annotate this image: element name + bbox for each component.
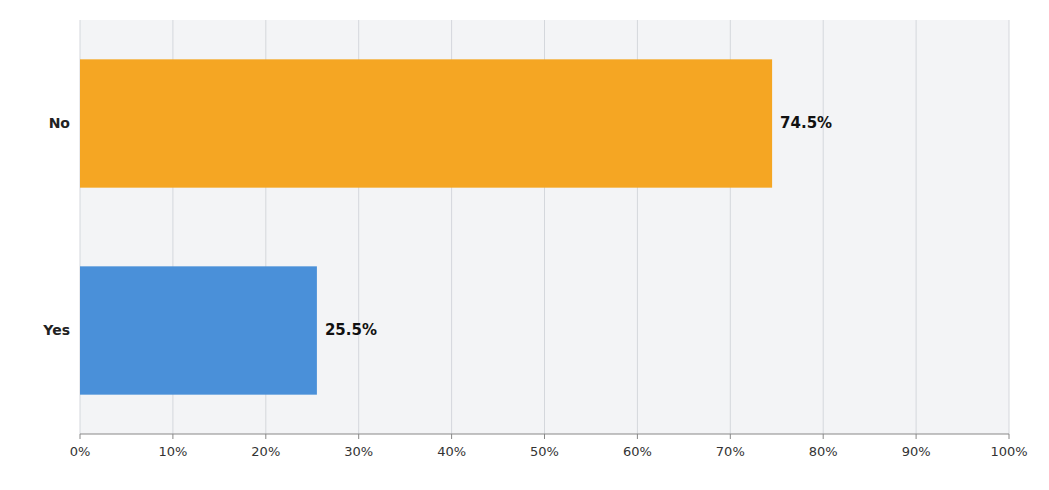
x-tick bbox=[544, 434, 545, 439]
x-tick bbox=[80, 434, 81, 439]
x-axis-line bbox=[80, 434, 1009, 435]
x-tick bbox=[823, 434, 824, 439]
data-label: 74.5% bbox=[780, 114, 832, 132]
x-tick-label: 10% bbox=[158, 444, 187, 459]
x-tick bbox=[730, 434, 731, 439]
data-label: 25.5% bbox=[325, 321, 377, 339]
x-tick-label: 0% bbox=[70, 444, 91, 459]
x-tick bbox=[1009, 434, 1010, 439]
x-tick-label: 40% bbox=[437, 444, 466, 459]
y-axis: Yes No bbox=[42, 115, 70, 338]
grid-line bbox=[916, 20, 917, 434]
x-tick-label: 90% bbox=[902, 444, 931, 459]
chart-container: 0% 10% 20% 30% 40% 50% 60% 70% 80% 90% 100% 25.5% 74… bbox=[0, 0, 1049, 490]
chart-svg: 0% 10% 20% 30% 40% 50% 60% 70% 80% 90% 100% 25.5% 74… bbox=[0, 0, 1049, 490]
bars bbox=[80, 59, 772, 394]
x-tick bbox=[637, 434, 638, 439]
grid-line bbox=[823, 20, 824, 434]
data-labels: 25.5% 74.5% bbox=[325, 114, 832, 339]
x-tick bbox=[358, 434, 359, 439]
x-tick-label: 30% bbox=[344, 444, 373, 459]
bar bbox=[80, 266, 317, 394]
x-tick-label: 70% bbox=[716, 444, 745, 459]
category-label: Yes bbox=[42, 322, 70, 338]
x-axis: 0% 10% 20% 30% 40% 50% 60% 70% 80% 90% 100% bbox=[70, 434, 1028, 459]
x-tick-label: 80% bbox=[809, 444, 838, 459]
x-tick-label: 50% bbox=[530, 444, 559, 459]
x-tick bbox=[451, 434, 452, 439]
plot-background bbox=[80, 20, 1009, 434]
x-tick-label: 60% bbox=[623, 444, 652, 459]
x-tick-label: 100% bbox=[990, 444, 1027, 459]
grid bbox=[80, 20, 1009, 434]
x-tick bbox=[916, 434, 917, 439]
bar bbox=[80, 59, 772, 187]
x-tick bbox=[172, 434, 173, 439]
category-label: No bbox=[49, 115, 71, 131]
grid-line bbox=[1009, 20, 1010, 434]
x-tick-label: 20% bbox=[251, 444, 280, 459]
x-tick bbox=[265, 434, 266, 439]
